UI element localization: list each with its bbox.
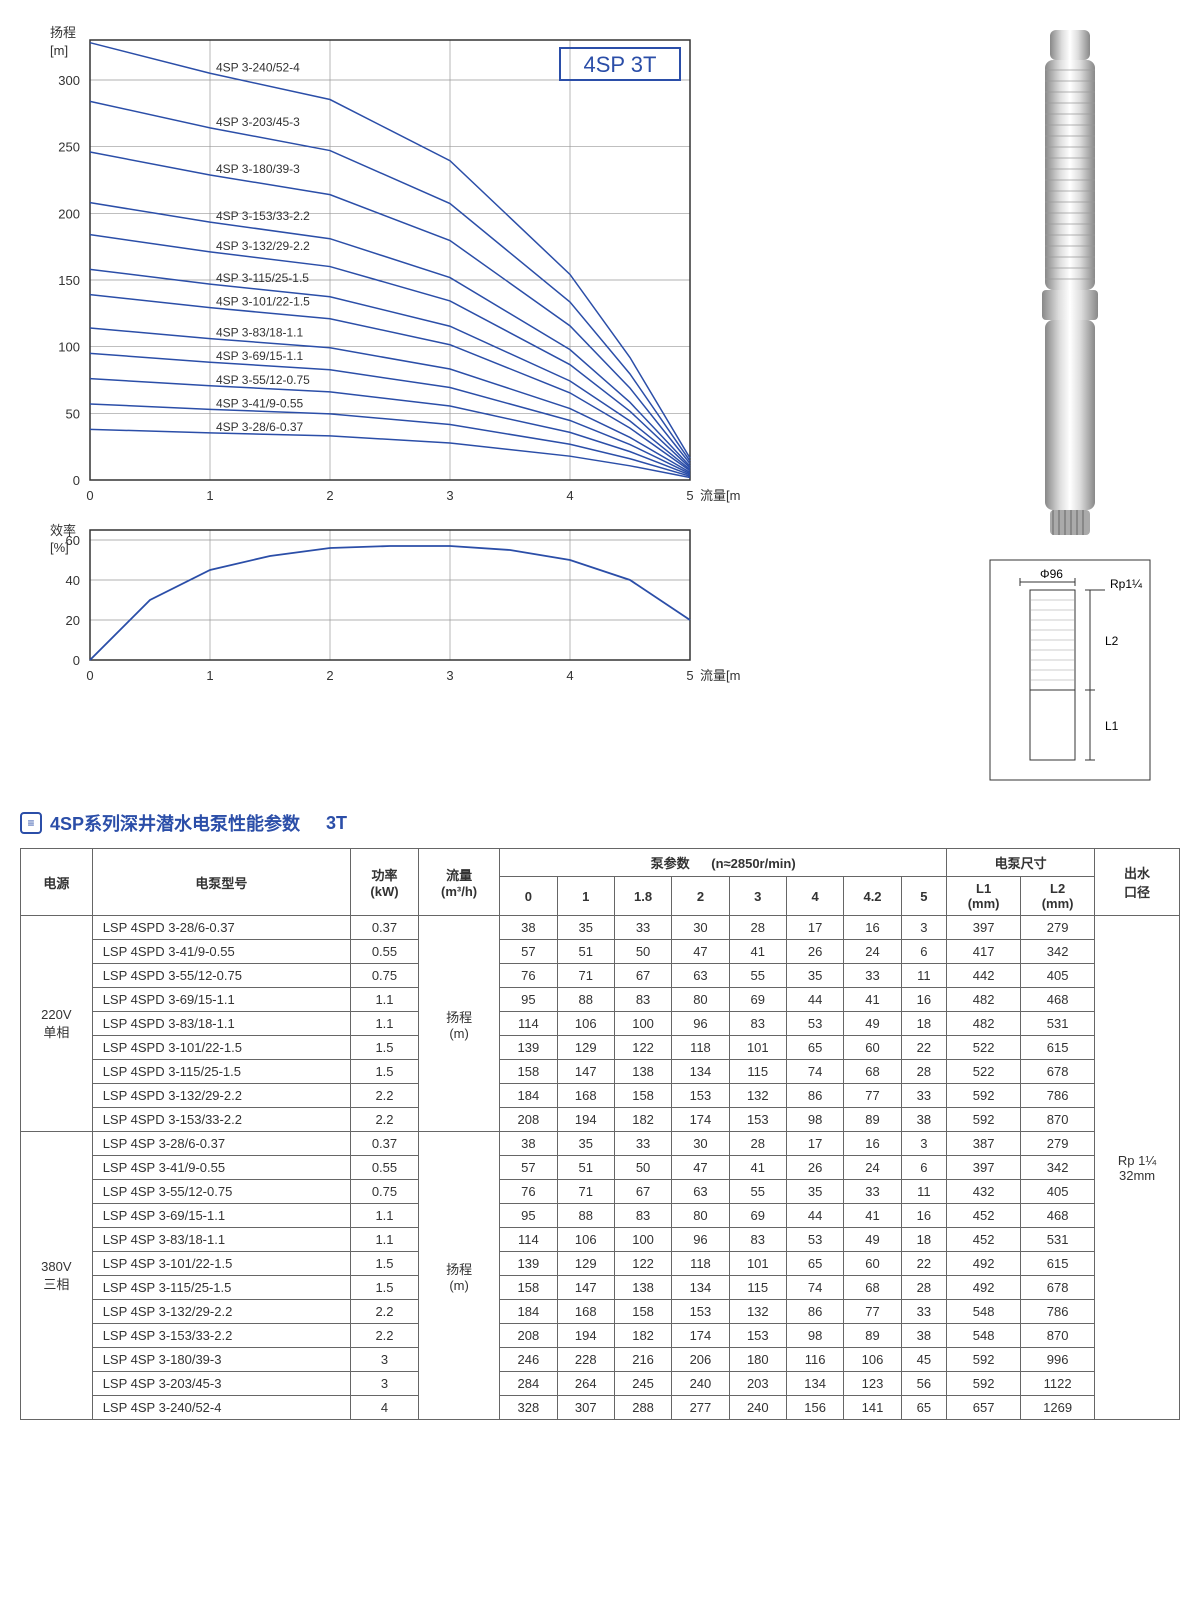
svg-text:4SP 3-132/29-2.2: 4SP 3-132/29-2.2	[216, 239, 310, 253]
svg-text:40: 40	[66, 573, 80, 588]
svg-text:4SP 3-83/18-1.1: 4SP 3-83/18-1.1	[216, 326, 304, 340]
svg-text:流量[m³/h]: 流量[m³/h]	[700, 488, 740, 503]
svg-text:5: 5	[686, 668, 693, 683]
svg-text:4SP 3T: 4SP 3T	[584, 52, 657, 77]
svg-text:4SP 3-55/12-0.75: 4SP 3-55/12-0.75	[216, 373, 310, 387]
svg-text:0: 0	[86, 668, 93, 683]
svg-text:流量[m³/h]: 流量[m³/h]	[700, 668, 740, 683]
svg-text:4SP 3-101/22-1.5: 4SP 3-101/22-1.5	[216, 295, 310, 309]
svg-text:4SP 3-28/6-0.37: 4SP 3-28/6-0.37	[216, 420, 304, 434]
svg-text:4: 4	[566, 488, 573, 503]
section-title: ≡ 4SP系列深井潜水电泵性能参数 3T	[20, 810, 1180, 836]
title-text: 4SP系列深井潜水电泵性能参数	[50, 810, 300, 836]
svg-text:L1: L1	[1105, 719, 1119, 733]
svg-text:[m]: [m]	[50, 43, 68, 58]
svg-text:4SP 3-180/39-3: 4SP 3-180/39-3	[216, 162, 300, 176]
svg-text:4SP 3-240/52-4: 4SP 3-240/52-4	[216, 60, 300, 74]
svg-text:4SP 3-115/25-1.5: 4SP 3-115/25-1.5	[216, 271, 309, 285]
svg-text:150: 150	[58, 273, 80, 288]
list-icon: ≡	[20, 812, 42, 834]
svg-text:4SP 3-69/15-1.1: 4SP 3-69/15-1.1	[216, 349, 304, 363]
svg-text:2: 2	[326, 488, 333, 503]
svg-text:300: 300	[58, 73, 80, 88]
svg-text:4SP 3-153/33-2.2: 4SP 3-153/33-2.2	[216, 209, 310, 223]
svg-text:1: 1	[206, 488, 213, 503]
svg-text:Φ96: Φ96	[1040, 567, 1063, 581]
svg-text:扬程: 扬程	[50, 25, 76, 40]
pump-illustration: Φ96 Rp1¼ L2 L1	[960, 20, 1180, 790]
svg-text:2: 2	[326, 668, 333, 683]
svg-text:20: 20	[66, 613, 80, 628]
head-chart: 0 50 100 150 200 250 300 0 1 2 3 4 5 4SP 3-240/52-4 4S…	[20, 20, 930, 520]
svg-text:Rp1¼: Rp1¼	[1110, 577, 1143, 591]
svg-text:100: 100	[58, 340, 80, 355]
svg-text:3: 3	[446, 668, 453, 683]
svg-text:4: 4	[566, 668, 573, 683]
svg-text:0: 0	[73, 473, 80, 488]
title-suffix: 3T	[326, 813, 347, 834]
svg-text:0: 0	[86, 488, 93, 503]
svg-text:4SP 3-41/9-0.55: 4SP 3-41/9-0.55	[216, 396, 304, 410]
svg-text:250: 250	[58, 140, 80, 155]
svg-text:5: 5	[686, 488, 693, 503]
svg-text:3: 3	[446, 488, 453, 503]
svg-text:200: 200	[58, 206, 80, 221]
svg-text:50: 50	[66, 406, 80, 421]
svg-text:0: 0	[73, 653, 80, 668]
svg-text:L2: L2	[1105, 634, 1119, 648]
svg-text:4SP 3-203/45-3: 4SP 3-203/45-3	[216, 115, 300, 129]
svg-text:[%]: [%]	[50, 540, 69, 555]
svg-text:1: 1	[206, 668, 213, 683]
efficiency-chart: 0204060012345效率[%]流量[m³/h]	[20, 520, 930, 700]
svg-text:效率: 效率	[50, 523, 76, 538]
spec-table: 电源电泵型号功率(kW)流量(m³/h)泵参数 (n≈2850r/min)电泵尺…	[20, 848, 1180, 1420]
